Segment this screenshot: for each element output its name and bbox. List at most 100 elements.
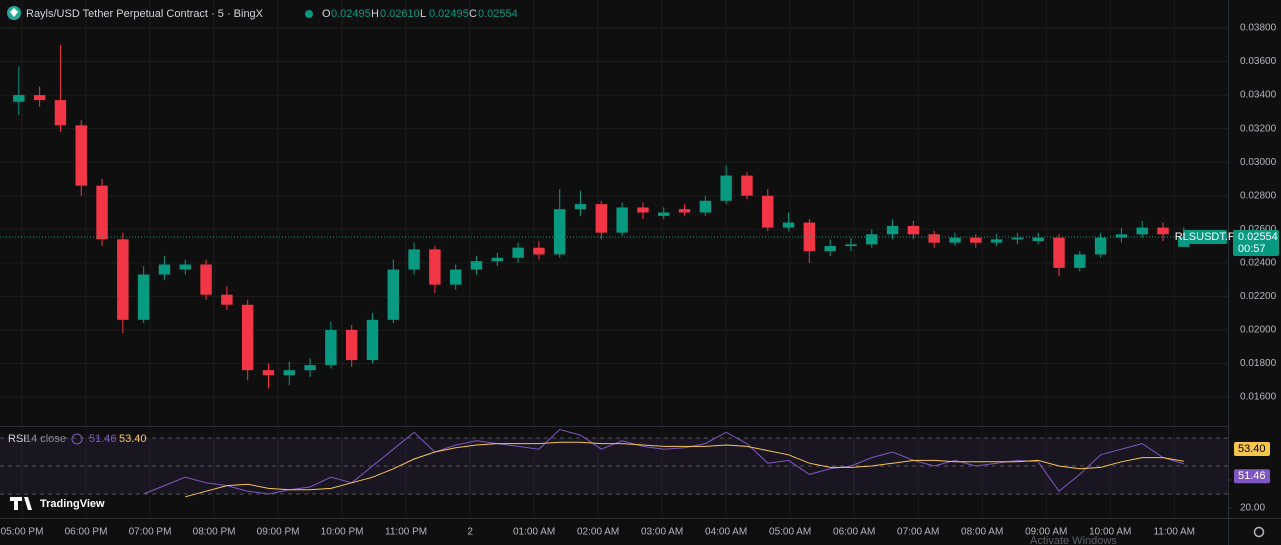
candle-body — [429, 249, 441, 285]
x-tick-label: 2 — [467, 527, 473, 538]
candle-body — [304, 365, 316, 371]
candle-body — [283, 370, 295, 376]
ohlc-value: 0.02495 — [331, 8, 371, 20]
candle-body — [408, 249, 420, 270]
rsi-badge — [1234, 441, 1270, 456]
candle-body — [387, 269, 400, 320]
y-tick-label: 20.00 — [1240, 503, 1265, 514]
candle-body — [845, 244, 857, 247]
y-tick-label: 0.02200 — [1240, 291, 1277, 302]
y-tick-label: 0.03000 — [1240, 157, 1277, 168]
countdown-label: 00:57 — [1238, 243, 1266, 255]
price-label: 0.02554 — [1238, 231, 1278, 243]
candle-body — [907, 225, 920, 235]
rsi-icon — [71, 433, 83, 445]
candle-body — [13, 95, 25, 102]
ohlc-key: O — [322, 8, 331, 20]
candle-body — [678, 209, 691, 213]
x-tick-label: 07:00 AM — [897, 527, 939, 538]
rsi-legend: RSI 14 close 51.46 53.40 — [8, 433, 147, 445]
candle-body — [200, 264, 212, 295]
candle-body — [1074, 254, 1086, 268]
y-tick-label: 0.02600 — [1240, 224, 1277, 235]
price-axis: 0.01600 0.01800 0.02000 0.02200 0.02400 0.026… — [1175, 23, 1279, 514]
candle-body — [886, 225, 899, 235]
candle-body — [616, 207, 628, 233]
x-tick-label: 05:00 PM — [1, 527, 44, 538]
candle-body — [75, 125, 87, 186]
candle-body — [54, 100, 67, 126]
rsi-pane — [0, 428, 1232, 509]
rsi-value: 51.46 — [89, 433, 117, 445]
candle-body — [803, 222, 816, 252]
candle-body — [1053, 237, 1065, 268]
candle-body — [262, 370, 275, 376]
x-tick-label: 01:00 AM — [513, 527, 555, 538]
brand-name: TradingView — [40, 498, 105, 510]
brand: TradingView — [10, 497, 105, 510]
candle-body — [1094, 237, 1107, 255]
y-tick-label: 0.02000 — [1240, 325, 1277, 336]
candle-body — [782, 222, 795, 228]
x-tick-label: 08:00 PM — [193, 527, 236, 538]
candle-body — [949, 237, 961, 243]
candle-body — [720, 175, 732, 201]
candle-body — [1011, 237, 1024, 240]
y-tick-label: 0.01800 — [1240, 358, 1277, 369]
candle-body — [928, 234, 940, 243]
x-tick-label: 09:00 PM — [257, 527, 300, 538]
watermark: Activate Windows — [1030, 535, 1117, 545]
status-dot — [305, 10, 313, 18]
candle-body — [470, 261, 483, 270]
candle-body — [158, 264, 171, 275]
ohlc-key: H — [371, 8, 379, 20]
candle-body — [512, 247, 524, 258]
price-badge — [1233, 229, 1279, 256]
logo-glyph — [10, 8, 18, 17]
candle-body — [866, 234, 878, 245]
candle-body — [33, 95, 46, 101]
x-tick-label: 07:00 PM — [129, 527, 172, 538]
y-tick-label: 0.02400 — [1240, 257, 1277, 268]
candle-body — [533, 247, 545, 255]
candle-body — [1115, 234, 1128, 238]
y-tick-label: 0.03800 — [1240, 23, 1277, 34]
candle-body — [345, 329, 358, 361]
candle-body — [221, 294, 233, 305]
x-tick-label: 02:00 AM — [577, 527, 619, 538]
rsi-ma-value: 53.40 — [119, 433, 147, 445]
ohlc-key: C — [469, 8, 477, 20]
ohlc-legend: O 0.02495 H 0.02610 L 0.02495 C 0.02554 — [322, 8, 518, 20]
candle-body — [970, 237, 982, 243]
y-tick-label: 0.01600 — [1240, 392, 1277, 403]
settings-button[interactable] — [1253, 526, 1265, 538]
ohlc-key: L — [420, 8, 426, 20]
rsi-badge-label: 53.40 — [1238, 443, 1266, 455]
x-tick-label: 05:00 AM — [769, 527, 811, 538]
candle-body — [366, 319, 379, 361]
candle-body — [574, 204, 587, 210]
symbol-label: RLSUSDT.P — [1175, 231, 1236, 243]
y-tick-label: 0.03200 — [1240, 123, 1277, 134]
rsi-badge-label: 51.46 — [1238, 470, 1266, 482]
candle-body — [595, 204, 608, 233]
x-tick-label: 08:00 AM — [961, 527, 1003, 538]
ohlc-value: 0.02554 — [478, 8, 518, 20]
x-tick-label: 04:00 AM — [705, 527, 747, 538]
candle-body — [762, 195, 774, 228]
rsi-params: 14 close — [25, 433, 66, 445]
candle-body — [1157, 227, 1169, 235]
y-tick-label: 0.03600 — [1240, 56, 1277, 67]
header: Rayls/USD Tether Perpetual Contract · 5 … — [7, 6, 518, 20]
y-tick-label: 0.02800 — [1240, 190, 1277, 201]
rsi-title: RSI — [8, 433, 26, 445]
y-tick-label: 0.03400 — [1240, 90, 1277, 101]
x-tick-label: 03:00 AM — [641, 527, 683, 538]
symbol-badge — [1183, 229, 1227, 244]
x-tick-label: 06:00 PM — [65, 527, 108, 538]
candle-body — [137, 274, 150, 320]
rsi-line — [185, 441, 1184, 498]
candle-body — [325, 329, 337, 366]
candle-body — [117, 239, 129, 320]
